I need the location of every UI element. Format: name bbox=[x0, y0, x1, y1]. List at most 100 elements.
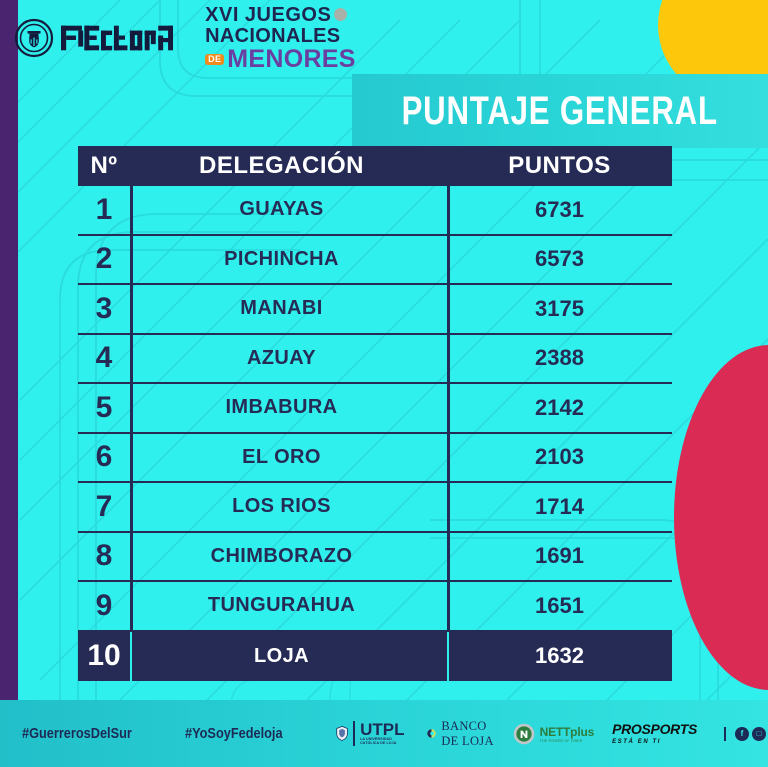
table-row: 7 LOS RIOS 1714 bbox=[78, 483, 672, 533]
event-line3: DE MENORES bbox=[205, 46, 356, 72]
column-divider-2 bbox=[447, 186, 450, 236]
cell-points: 1632 bbox=[535, 643, 584, 669]
cell-points: 2388 bbox=[535, 345, 584, 371]
column-divider-1 bbox=[130, 483, 133, 533]
cell-rank: 3 bbox=[95, 291, 113, 325]
cell-delegation: EL ORO bbox=[242, 445, 321, 468]
cell-points: 3175 bbox=[535, 295, 584, 321]
table-row: 4 AZUAY 2388 bbox=[78, 334, 672, 385]
banco-de-loja-label: BANCO DE LOJA bbox=[441, 718, 494, 748]
cell-delegation: CHIMBORAZO bbox=[210, 544, 353, 567]
nettplus-circle-icon bbox=[513, 723, 534, 744]
column-divider-2 bbox=[447, 433, 450, 484]
column-divider-2 bbox=[447, 285, 450, 335]
cell-points: 2142 bbox=[535, 394, 584, 420]
cell-delegation: MANABI bbox=[240, 297, 323, 320]
cell-points: 1714 bbox=[535, 493, 584, 519]
fedeloja-wordmark-icon bbox=[61, 25, 173, 51]
table-header-row: Nº DELEGACIÓN PUNTOS bbox=[78, 146, 672, 186]
column-divider-1 bbox=[130, 334, 133, 385]
cell-points: 1691 bbox=[535, 543, 584, 569]
column-divider-1 bbox=[130, 235, 133, 286]
hashtag-yo-soy-fedeloja: #YoSoyFedeloja bbox=[185, 725, 283, 742]
sponsor-utpl: UTPL LA UNIVERSIDAD CATÓLICA DE LOJA bbox=[336, 721, 409, 746]
table-row: 9 TUNGURAHUA 1651 bbox=[78, 582, 672, 632]
sponsor-banco-de-loja: BANCO DE LOJA bbox=[427, 719, 494, 749]
event-line1: XVI JUEGOS bbox=[205, 5, 356, 25]
cell-delegation: LOJA bbox=[254, 644, 309, 667]
table-body: 1 GUAYAS 6731 2 PICHINCHA 6573 3 MANABI 3175 4 AZU… bbox=[78, 186, 672, 684]
column-divider-2 bbox=[447, 582, 450, 632]
column-divider-2 bbox=[447, 631, 449, 684]
decoration-purple-stripe bbox=[0, 0, 18, 767]
cell-points: 6731 bbox=[535, 196, 584, 222]
table-row: 8 CHIMBORAZO 1691 bbox=[78, 532, 672, 583]
column-divider-1 bbox=[130, 384, 133, 434]
column-divider-2 bbox=[447, 384, 450, 434]
utpl-label: UTPL LA UNIVERSIDAD CATÓLICA DE LOJA bbox=[353, 721, 409, 746]
table-row: 1 GUAYAS 6731 bbox=[78, 186, 672, 236]
table-row: 10 LOJA 1632 bbox=[78, 631, 672, 684]
cell-points: 2103 bbox=[535, 444, 584, 470]
table-row: 3 MANABI 3175 bbox=[78, 285, 672, 335]
column-divider-1 bbox=[130, 532, 133, 583]
cell-rank: 6 bbox=[95, 440, 113, 474]
column-divider-2 bbox=[447, 483, 450, 533]
banco-de-loja-leaf-icon bbox=[427, 729, 437, 738]
cell-rank: 4 bbox=[95, 341, 113, 375]
table-row: 5 IMBABURA 2142 bbox=[78, 384, 672, 434]
column-divider-2 bbox=[447, 334, 450, 385]
nettplus-wordmark: NETTplus bbox=[539, 724, 595, 739]
utpl-shield-icon bbox=[336, 726, 348, 742]
standings-table: Nº DELEGACIÓN PUNTOS 1 GUAYAS 6731 2 PICHINC… bbox=[78, 146, 672, 684]
cell-rank: 5 bbox=[95, 390, 113, 424]
cell-rank: 9 bbox=[95, 588, 113, 622]
cell-delegation: IMBABURA bbox=[225, 396, 338, 419]
prosports-tagline: ESTÁ EN TI bbox=[612, 739, 662, 745]
cell-delegation: LOS RIOS bbox=[232, 495, 331, 518]
column-header-points: PUNTOS bbox=[508, 152, 611, 179]
table-row: 6 EL ORO 2103 bbox=[78, 433, 672, 484]
cell-points: 1651 bbox=[535, 592, 584, 618]
sponsor-group: UTPL LA UNIVERSIDAD CATÓLICA DE LOJA BAN… bbox=[336, 719, 768, 749]
cell-points: 6573 bbox=[535, 246, 584, 272]
cell-rank: 1 bbox=[95, 192, 113, 226]
column-divider-1 bbox=[130, 285, 133, 335]
instagram-icon[interactable]: □ bbox=[752, 726, 767, 741]
fedeloja-logo bbox=[14, 18, 179, 58]
cell-delegation: AZUAY bbox=[246, 346, 317, 369]
utpl-tagline: LA UNIVERSIDAD CATÓLICA DE LOJA bbox=[360, 737, 397, 745]
cell-rank: 10 bbox=[87, 639, 121, 673]
event-de-badge: DE bbox=[205, 53, 225, 65]
column-divider-1 bbox=[130, 631, 132, 684]
decoration-dot-gray bbox=[334, 8, 348, 21]
hashtag-guerreros-del-sur: #GuerrerosDelSur bbox=[22, 725, 132, 742]
column-divider-1 bbox=[130, 433, 133, 484]
cell-delegation: PICHINCHA bbox=[224, 247, 339, 270]
sponsor-prosports: PROSPORTS ESTÁ EN TI bbox=[612, 722, 697, 745]
cell-rank: 2 bbox=[95, 242, 113, 276]
nettplus-tagline: THE POWER OF FIBER bbox=[539, 738, 583, 743]
prosports-label: PROSPORTS ESTÁ EN TI bbox=[612, 722, 697, 745]
column-divider-2 bbox=[447, 532, 450, 583]
page-title: PUNTAJE GENERAL bbox=[401, 88, 719, 133]
column-header-delegation: DELEGACIÓN bbox=[198, 152, 364, 179]
column-divider-1 bbox=[130, 186, 133, 236]
cell-rank: 8 bbox=[95, 539, 113, 573]
sponsor-nettplus: NETTplus THE POWER OF FIBER bbox=[513, 723, 594, 745]
page-title-band: PUNTAJE GENERAL bbox=[352, 74, 768, 148]
event-logo: XVI JUEGOS NACIONALES DE MENORES bbox=[205, 5, 356, 72]
social-icon-group[interactable]: f□t▶♪ bbox=[724, 726, 768, 741]
facebook-icon[interactable]: f bbox=[735, 726, 750, 741]
prosports-wordmark: PROSPORTS bbox=[612, 721, 698, 737]
footer-bar: #GuerrerosDelSur #YoSoyFedeloja UTPL LA … bbox=[0, 700, 768, 767]
table-row: 2 PICHINCHA 6573 bbox=[78, 235, 672, 286]
column-divider-1 bbox=[130, 582, 133, 632]
column-header-rank: Nº bbox=[90, 152, 118, 179]
hashtag-group: #GuerrerosDelSur #YoSoyFedeloja bbox=[22, 725, 300, 742]
cell-rank: 7 bbox=[95, 489, 113, 523]
nettplus-label: NETTplus THE POWER OF FIBER bbox=[539, 724, 595, 744]
cell-delegation: TUNGURAHUA bbox=[207, 594, 356, 617]
cell-delegation: GUAYAS bbox=[239, 198, 324, 221]
event-line2: NACIONALES bbox=[205, 24, 341, 47]
